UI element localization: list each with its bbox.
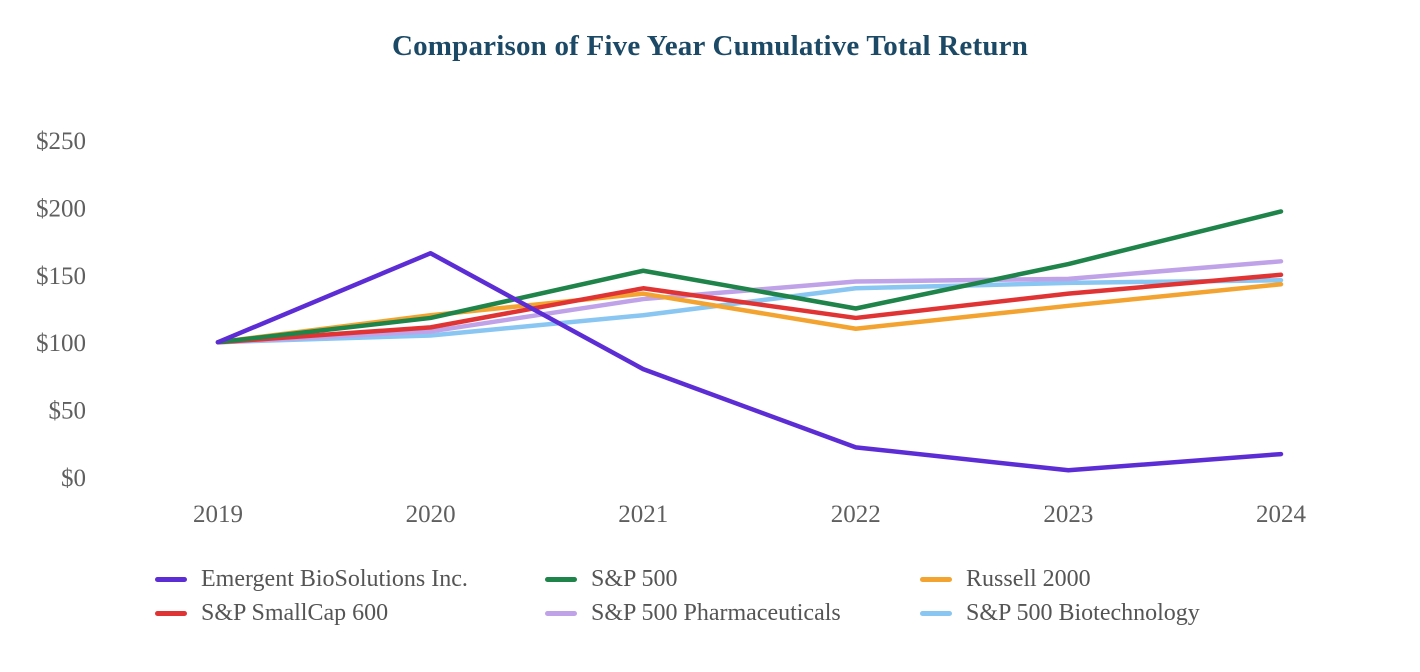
x-tick-label: 2023 <box>1043 501 1093 528</box>
chart-title: Comparison of Five Year Cumulative Total… <box>391 30 1029 62</box>
legend-item-s-p-500-pharmaceuticals: S&P 500 Pharmaceuticals <box>545 599 920 627</box>
legend-swatch-icon <box>545 576 577 582</box>
x-tick-label: 2021 <box>618 501 668 528</box>
y-tick-label: $250 <box>36 128 86 155</box>
legend-item-emergent-biosolutions-inc: Emergent BioSolutions Inc. <box>155 565 545 593</box>
y-tick-label: $0 <box>61 465 86 492</box>
legend: Emergent BioSolutions Inc. S&P 500 Russell… <box>155 565 1335 627</box>
legend-label: S&P 500 Pharmaceuticals <box>591 599 841 626</box>
y-tick-label: $100 <box>36 330 86 357</box>
series-line-s-p-500 <box>215 209 1284 345</box>
legend-item-russell-2000: Russell 2000 <box>920 565 1335 593</box>
legend-label: Emergent BioSolutions Inc. <box>201 565 468 592</box>
x-tick-label: 2020 <box>406 501 456 528</box>
y-tick-label: $150 <box>36 263 86 290</box>
x-tick-label: 2022 <box>831 501 881 528</box>
series-line-emergent-biosolutions-inc <box>215 250 1284 473</box>
series-line-s-p-smallcap-600 <box>215 272 1284 345</box>
x-tick-label: 2024 <box>1256 501 1307 528</box>
legend-swatch-icon <box>545 610 577 616</box>
legend-label: S&P SmallCap 600 <box>201 599 389 626</box>
y-tick-label: $200 <box>36 195 86 222</box>
legend-swatch-icon <box>155 576 187 582</box>
legend-item-s-p-smallcap-600: S&P SmallCap 600 <box>155 599 545 627</box>
x-tick-label: 2019 <box>193 501 243 528</box>
legend-swatch-icon <box>155 610 187 616</box>
legend-swatch-icon <box>920 610 952 616</box>
legend-label: S&P 500 Biotechnology <box>966 599 1200 626</box>
legend-label: Russell 2000 <box>966 565 1091 592</box>
legend-item-s-p-500-biotechnology: S&P 500 Biotechnology <box>920 599 1335 627</box>
legend-item-s-p-500: S&P 500 <box>545 565 920 593</box>
legend-swatch-icon <box>920 576 952 582</box>
y-tick-label: $50 <box>49 398 87 425</box>
legend-label: S&P 500 <box>591 565 678 592</box>
